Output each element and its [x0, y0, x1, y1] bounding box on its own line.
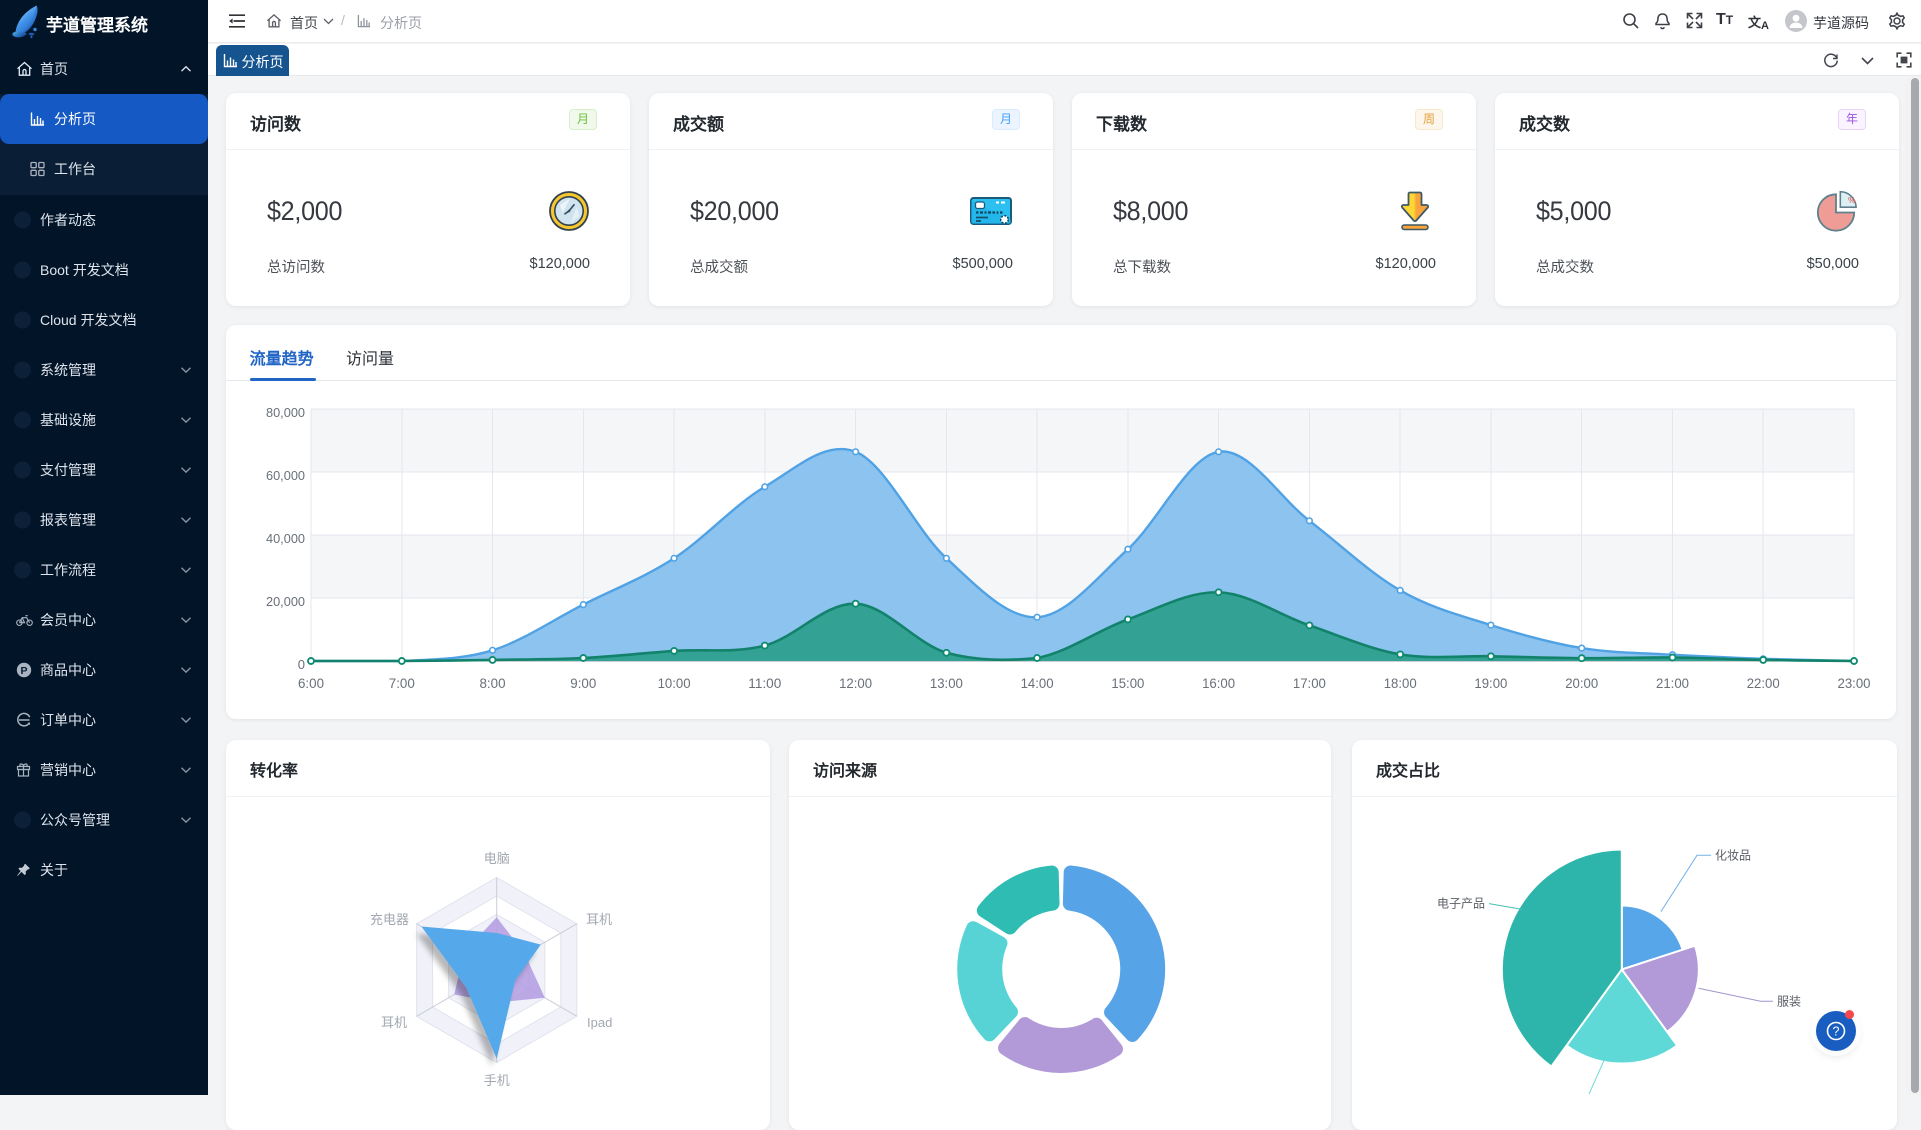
- svg-text:手机: 手机: [484, 1073, 510, 1088]
- svg-text:P: P: [20, 665, 27, 677]
- svg-text:20:00: 20:00: [1565, 676, 1598, 691]
- svg-text:8:00: 8:00: [480, 676, 506, 691]
- svg-text:化妆品: 化妆品: [1715, 849, 1751, 863]
- svg-text:23:00: 23:00: [1838, 676, 1871, 691]
- svg-text:电脑: 电脑: [484, 851, 510, 866]
- svg-text:18:00: 18:00: [1384, 676, 1417, 691]
- svg-text:10:00: 10:00: [658, 676, 691, 691]
- svg-text:22:00: 22:00: [1747, 676, 1780, 691]
- svg-text:19:00: 19:00: [1474, 676, 1507, 691]
- svg-text:充电器: 充电器: [370, 912, 409, 927]
- svg-text:电子产品: 电子产品: [1437, 897, 1485, 911]
- svg-text:15:00: 15:00: [1111, 676, 1144, 691]
- svg-text:12:00: 12:00: [839, 676, 872, 691]
- svg-text:0: 0: [298, 657, 305, 672]
- svg-text:21:00: 21:00: [1656, 676, 1689, 691]
- svg-text:服装: 服装: [1777, 995, 1801, 1009]
- svg-text:20,000: 20,000: [266, 594, 305, 609]
- svg-text:7:00: 7:00: [389, 676, 415, 691]
- svg-text:6:00: 6:00: [298, 676, 324, 691]
- svg-text:11:00: 11:00: [748, 676, 781, 691]
- svg-text:%: %: [1848, 195, 1856, 205]
- svg-text:14:00: 14:00: [1021, 676, 1054, 691]
- svg-text:Ipad: Ipad: [587, 1015, 612, 1030]
- svg-text:耳机: 耳机: [586, 912, 612, 927]
- svg-text:17:00: 17:00: [1293, 676, 1326, 691]
- svg-text:耳机: 耳机: [381, 1015, 407, 1030]
- svg-text:60,000: 60,000: [266, 468, 305, 483]
- svg-text:?: ?: [1833, 1025, 1840, 1039]
- svg-text:9:00: 9:00: [570, 676, 596, 691]
- svg-text:80,000: 80,000: [266, 405, 305, 420]
- svg-text:40,000: 40,000: [266, 531, 305, 546]
- svg-text:13:00: 13:00: [930, 676, 963, 691]
- svg-text:16:00: 16:00: [1202, 676, 1235, 691]
